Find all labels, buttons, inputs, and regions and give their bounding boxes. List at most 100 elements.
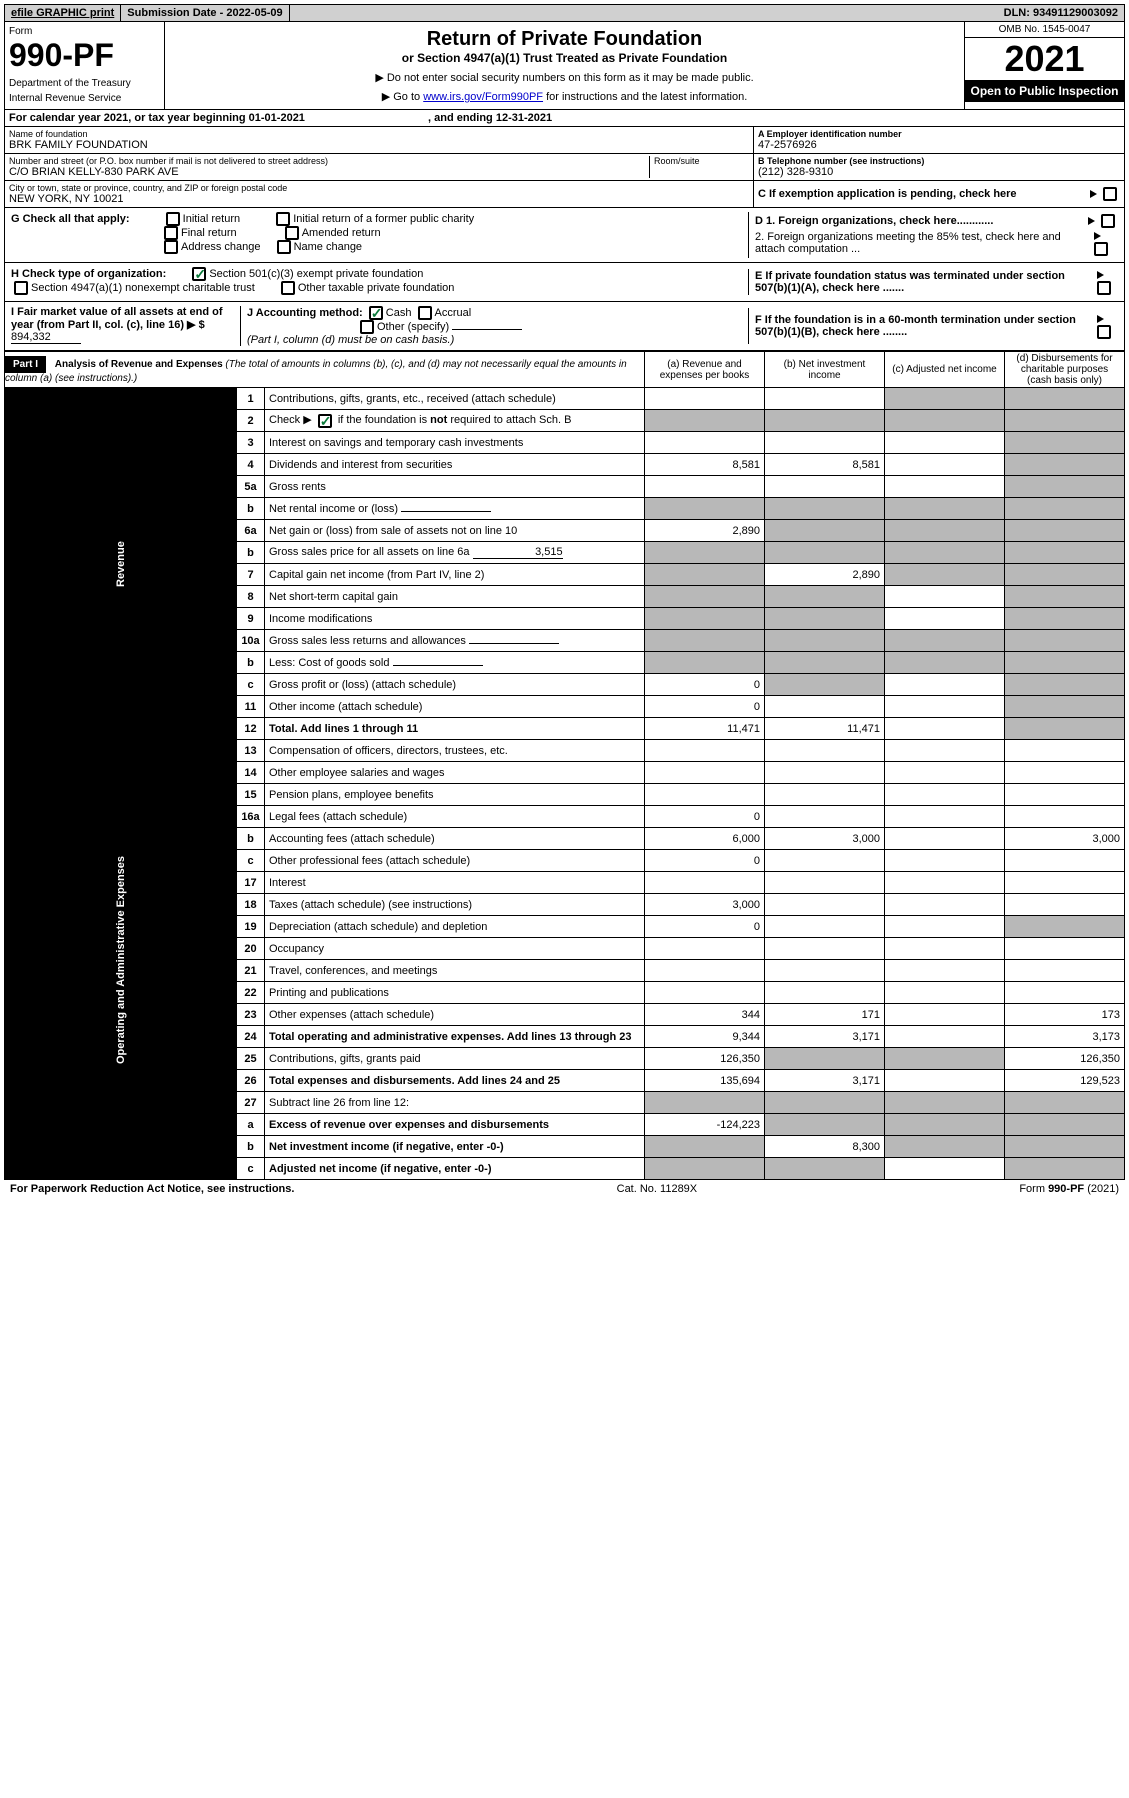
cell-c: [885, 1026, 1005, 1048]
irs-link[interactable]: www.irs.gov/Form990PF: [423, 91, 543, 103]
g-name-checkbox[interactable]: [277, 240, 291, 254]
cell-a: 0: [645, 696, 765, 718]
cell-b: 3,000: [765, 828, 885, 850]
cell-c: [885, 388, 1005, 410]
cell-b: [765, 806, 885, 828]
e-checkbox[interactable]: [1097, 281, 1111, 295]
cell-c: [885, 784, 1005, 806]
g-final-checkbox[interactable]: [164, 226, 178, 240]
line-number: 7: [237, 564, 265, 586]
instr-goto: ▶ Go to: [382, 91, 423, 103]
line-number: b: [237, 1136, 265, 1158]
form-number: 990-PF: [9, 37, 160, 74]
cell-a: [645, 740, 765, 762]
cell-b: [765, 586, 885, 608]
line-desc: Interest on savings and temporary cash i…: [265, 432, 645, 454]
cal-year-begin: 01-01-2021: [249, 112, 305, 124]
f-checkbox[interactable]: [1097, 325, 1111, 339]
h-4947-checkbox[interactable]: [14, 281, 28, 295]
d1-label: D 1. Foreign organizations, check here..…: [755, 215, 993, 227]
sub-date: 2022-05-09: [226, 7, 282, 19]
line-number: 12: [237, 718, 265, 740]
cell-b: [765, 542, 885, 564]
cell-c: [885, 586, 1005, 608]
cell-a: 0: [645, 806, 765, 828]
footer-left: For Paperwork Reduction Act Notice, see …: [10, 1183, 294, 1195]
cell-d: 3,000: [1005, 828, 1125, 850]
cell-b: [765, 608, 885, 630]
cell-a: [645, 388, 765, 410]
line-number: c: [237, 850, 265, 872]
foundation-name: BRK FAMILY FOUNDATION: [9, 139, 749, 151]
d2-checkbox[interactable]: [1094, 242, 1108, 256]
cell-c: [885, 1070, 1005, 1092]
cell-a: [645, 432, 765, 454]
c-checkbox[interactable]: [1103, 187, 1117, 201]
col-b-header: (b) Net investment income: [765, 352, 885, 388]
cell-d: [1005, 740, 1125, 762]
line-desc: Gross sales price for all assets on line…: [265, 542, 645, 564]
cell-d: [1005, 960, 1125, 982]
line-number: 16a: [237, 806, 265, 828]
line-number: 1: [237, 388, 265, 410]
cell-a: 126,350: [645, 1048, 765, 1070]
efile-link[interactable]: efile GRAPHIC print: [11, 7, 114, 19]
line-desc: Total expenses and disbursements. Add li…: [265, 1070, 645, 1092]
cell-b: [765, 1158, 885, 1180]
g-former-checkbox[interactable]: [276, 212, 290, 226]
cell-c: [885, 542, 1005, 564]
line-number: 15: [237, 784, 265, 806]
cell-c: [885, 696, 1005, 718]
g-address-checkbox[interactable]: [164, 240, 178, 254]
line-desc: Gross profit or (loss) (attach schedule): [265, 674, 645, 696]
form-label: Form: [9, 26, 160, 37]
h-other-checkbox[interactable]: [281, 281, 295, 295]
cell-d: [1005, 388, 1125, 410]
dept-treasury: Department of the Treasury: [9, 78, 160, 89]
h-opt-2: Section 4947(a)(1) nonexempt charitable …: [31, 282, 255, 294]
cell-d: [1005, 1136, 1125, 1158]
line-desc: Depreciation (attach schedule) and deple…: [265, 916, 645, 938]
line-number: 22: [237, 982, 265, 1004]
line-desc: Legal fees (attach schedule): [265, 806, 645, 828]
ein-label: A Employer identification number: [758, 129, 1120, 139]
h-501c3-checkbox[interactable]: [192, 267, 206, 281]
cell-d: [1005, 894, 1125, 916]
cell-c: [885, 718, 1005, 740]
cell-a: [645, 960, 765, 982]
j-accrual-checkbox[interactable]: [418, 306, 432, 320]
cell-d: [1005, 1114, 1125, 1136]
line-number: b: [237, 828, 265, 850]
form-title: Return of Private Foundation: [171, 28, 958, 51]
cell-c: [885, 520, 1005, 542]
table-row: Operating and Administrative Expenses13C…: [5, 740, 1125, 762]
g-initial-checkbox[interactable]: [166, 212, 180, 226]
cell-d: [1005, 564, 1125, 586]
cell-b: [765, 740, 885, 762]
cell-b: [765, 960, 885, 982]
line-desc: Accounting fees (attach schedule): [265, 828, 645, 850]
cell-d: [1005, 762, 1125, 784]
instr-tail: for instructions and the latest informat…: [543, 91, 747, 103]
j-cash-checkbox[interactable]: [369, 306, 383, 320]
cell-b: [765, 1048, 885, 1070]
instr-ssn: ▶ Do not enter social security numbers o…: [171, 71, 958, 84]
line-number: a: [237, 1114, 265, 1136]
d1-checkbox[interactable]: [1101, 214, 1115, 228]
cell-d: [1005, 784, 1125, 806]
h-opt-1: Section 501(c)(3) exempt private foundat…: [209, 268, 423, 280]
cell-c: [885, 1004, 1005, 1026]
line-number: 10a: [237, 630, 265, 652]
cell-c: [885, 894, 1005, 916]
g-amended-checkbox[interactable]: [285, 226, 299, 240]
cell-d: [1005, 542, 1125, 564]
j-other-checkbox[interactable]: [360, 320, 374, 334]
cell-c: [885, 1136, 1005, 1158]
cell-c: [885, 498, 1005, 520]
addr-label: Number and street (or P.O. box number if…: [9, 156, 649, 166]
cell-a: 11,471: [645, 718, 765, 740]
line-desc: Other professional fees (attach schedule…: [265, 850, 645, 872]
g-opt-1: Final return: [181, 227, 237, 239]
cell-a: -124,223: [645, 1114, 765, 1136]
cell-a: 135,694: [645, 1070, 765, 1092]
